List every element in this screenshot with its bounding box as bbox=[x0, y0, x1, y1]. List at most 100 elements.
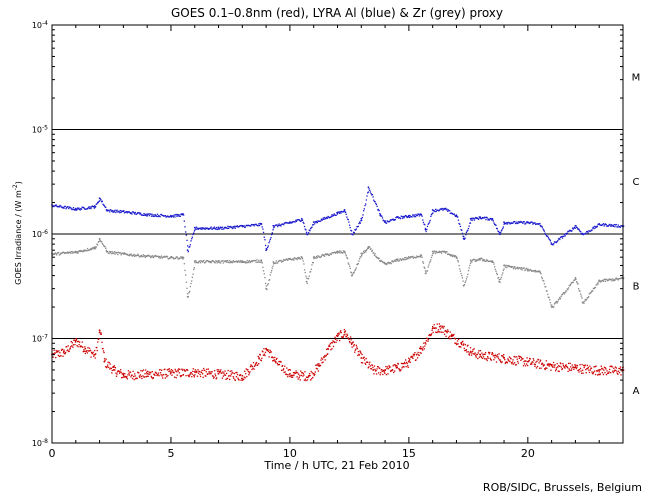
y-tick-base: 10 bbox=[32, 21, 42, 30]
data-point bbox=[93, 207, 95, 209]
data-point bbox=[305, 380, 307, 382]
data-point bbox=[191, 376, 193, 378]
data-point bbox=[406, 216, 408, 219]
data-point bbox=[322, 217, 325, 219]
data-point bbox=[195, 228, 197, 230]
data-point bbox=[150, 213, 152, 215]
data-point bbox=[184, 226, 186, 228]
data-point bbox=[329, 345, 331, 348]
data-point bbox=[219, 371, 221, 374]
data-point bbox=[461, 275, 463, 277]
data-point bbox=[78, 341, 81, 343]
data-point bbox=[64, 252, 66, 255]
data-point bbox=[94, 248, 96, 250]
data-point bbox=[546, 235, 548, 237]
data-point bbox=[605, 373, 608, 376]
data-point bbox=[298, 373, 300, 375]
data-point bbox=[475, 259, 477, 261]
data-point bbox=[226, 377, 229, 380]
data-point bbox=[151, 213, 153, 215]
data-point bbox=[272, 265, 274, 267]
data-point bbox=[360, 361, 363, 364]
data-point bbox=[107, 209, 110, 212]
data-point bbox=[235, 225, 237, 228]
data-point bbox=[95, 203, 97, 205]
y-tick-base: 10 bbox=[32, 126, 42, 135]
data-point bbox=[174, 257, 176, 260]
data-point bbox=[350, 272, 353, 274]
data-point bbox=[96, 349, 98, 352]
data-point bbox=[241, 379, 244, 381]
data-point bbox=[328, 217, 331, 219]
data-point bbox=[166, 256, 169, 258]
data-point bbox=[574, 227, 576, 229]
data-point bbox=[365, 203, 367, 205]
data-point bbox=[310, 370, 312, 373]
data-point bbox=[456, 257, 458, 259]
data-point bbox=[341, 336, 343, 338]
data-point bbox=[180, 213, 183, 215]
data-point bbox=[441, 250, 443, 253]
data-point bbox=[297, 257, 300, 260]
data-point bbox=[419, 255, 421, 258]
data-point bbox=[199, 260, 201, 262]
data-vertex bbox=[469, 217, 472, 220]
data-point bbox=[610, 225, 612, 227]
data-point bbox=[443, 333, 446, 335]
data-point bbox=[584, 364, 586, 366]
data-point bbox=[248, 374, 250, 376]
data-point bbox=[602, 368, 604, 370]
data-point bbox=[167, 374, 169, 377]
data-point bbox=[265, 247, 267, 250]
data-point bbox=[399, 369, 402, 372]
data-point bbox=[531, 221, 533, 224]
data-point bbox=[605, 368, 607, 370]
data-point bbox=[345, 254, 347, 257]
data-point bbox=[93, 355, 95, 357]
data-point bbox=[75, 339, 78, 341]
data-point bbox=[116, 373, 118, 375]
data-point bbox=[555, 300, 558, 303]
data-point bbox=[549, 299, 551, 301]
data-point bbox=[331, 342, 334, 344]
data-point bbox=[157, 255, 159, 258]
data-point bbox=[238, 379, 240, 381]
data-point bbox=[264, 282, 267, 285]
data-point bbox=[385, 373, 388, 376]
data-point bbox=[576, 227, 578, 229]
data-point bbox=[81, 206, 83, 208]
data-point bbox=[353, 232, 355, 234]
data-vertex bbox=[74, 250, 77, 253]
data-point bbox=[506, 266, 508, 269]
data-point bbox=[226, 227, 228, 230]
data-point bbox=[244, 377, 246, 379]
data-point bbox=[102, 347, 104, 350]
data-point bbox=[107, 364, 109, 366]
data-point bbox=[58, 251, 60, 254]
data-point bbox=[64, 353, 66, 355]
data-point bbox=[141, 214, 143, 216]
data-vertex bbox=[526, 221, 529, 223]
data-point bbox=[379, 213, 382, 216]
data-point bbox=[182, 373, 185, 376]
data-point bbox=[166, 216, 168, 218]
data-point bbox=[453, 213, 455, 215]
data-point bbox=[121, 373, 123, 375]
data-point bbox=[318, 255, 320, 257]
y-axis-label: GOES Irradiance / (W m-2) bbox=[12, 181, 23, 285]
data-point bbox=[88, 249, 91, 251]
data-point bbox=[143, 376, 146, 378]
data-point bbox=[355, 267, 357, 269]
data-point bbox=[539, 225, 541, 227]
data-point bbox=[320, 256, 322, 258]
data-point bbox=[491, 219, 493, 221]
data-point bbox=[614, 224, 617, 226]
data-point bbox=[518, 267, 521, 269]
data-point bbox=[543, 280, 545, 282]
data-point bbox=[138, 372, 140, 374]
data-point bbox=[307, 233, 309, 235]
data-point bbox=[159, 372, 162, 374]
data-point bbox=[520, 359, 522, 361]
data-point bbox=[438, 210, 440, 212]
data-point bbox=[522, 358, 524, 360]
